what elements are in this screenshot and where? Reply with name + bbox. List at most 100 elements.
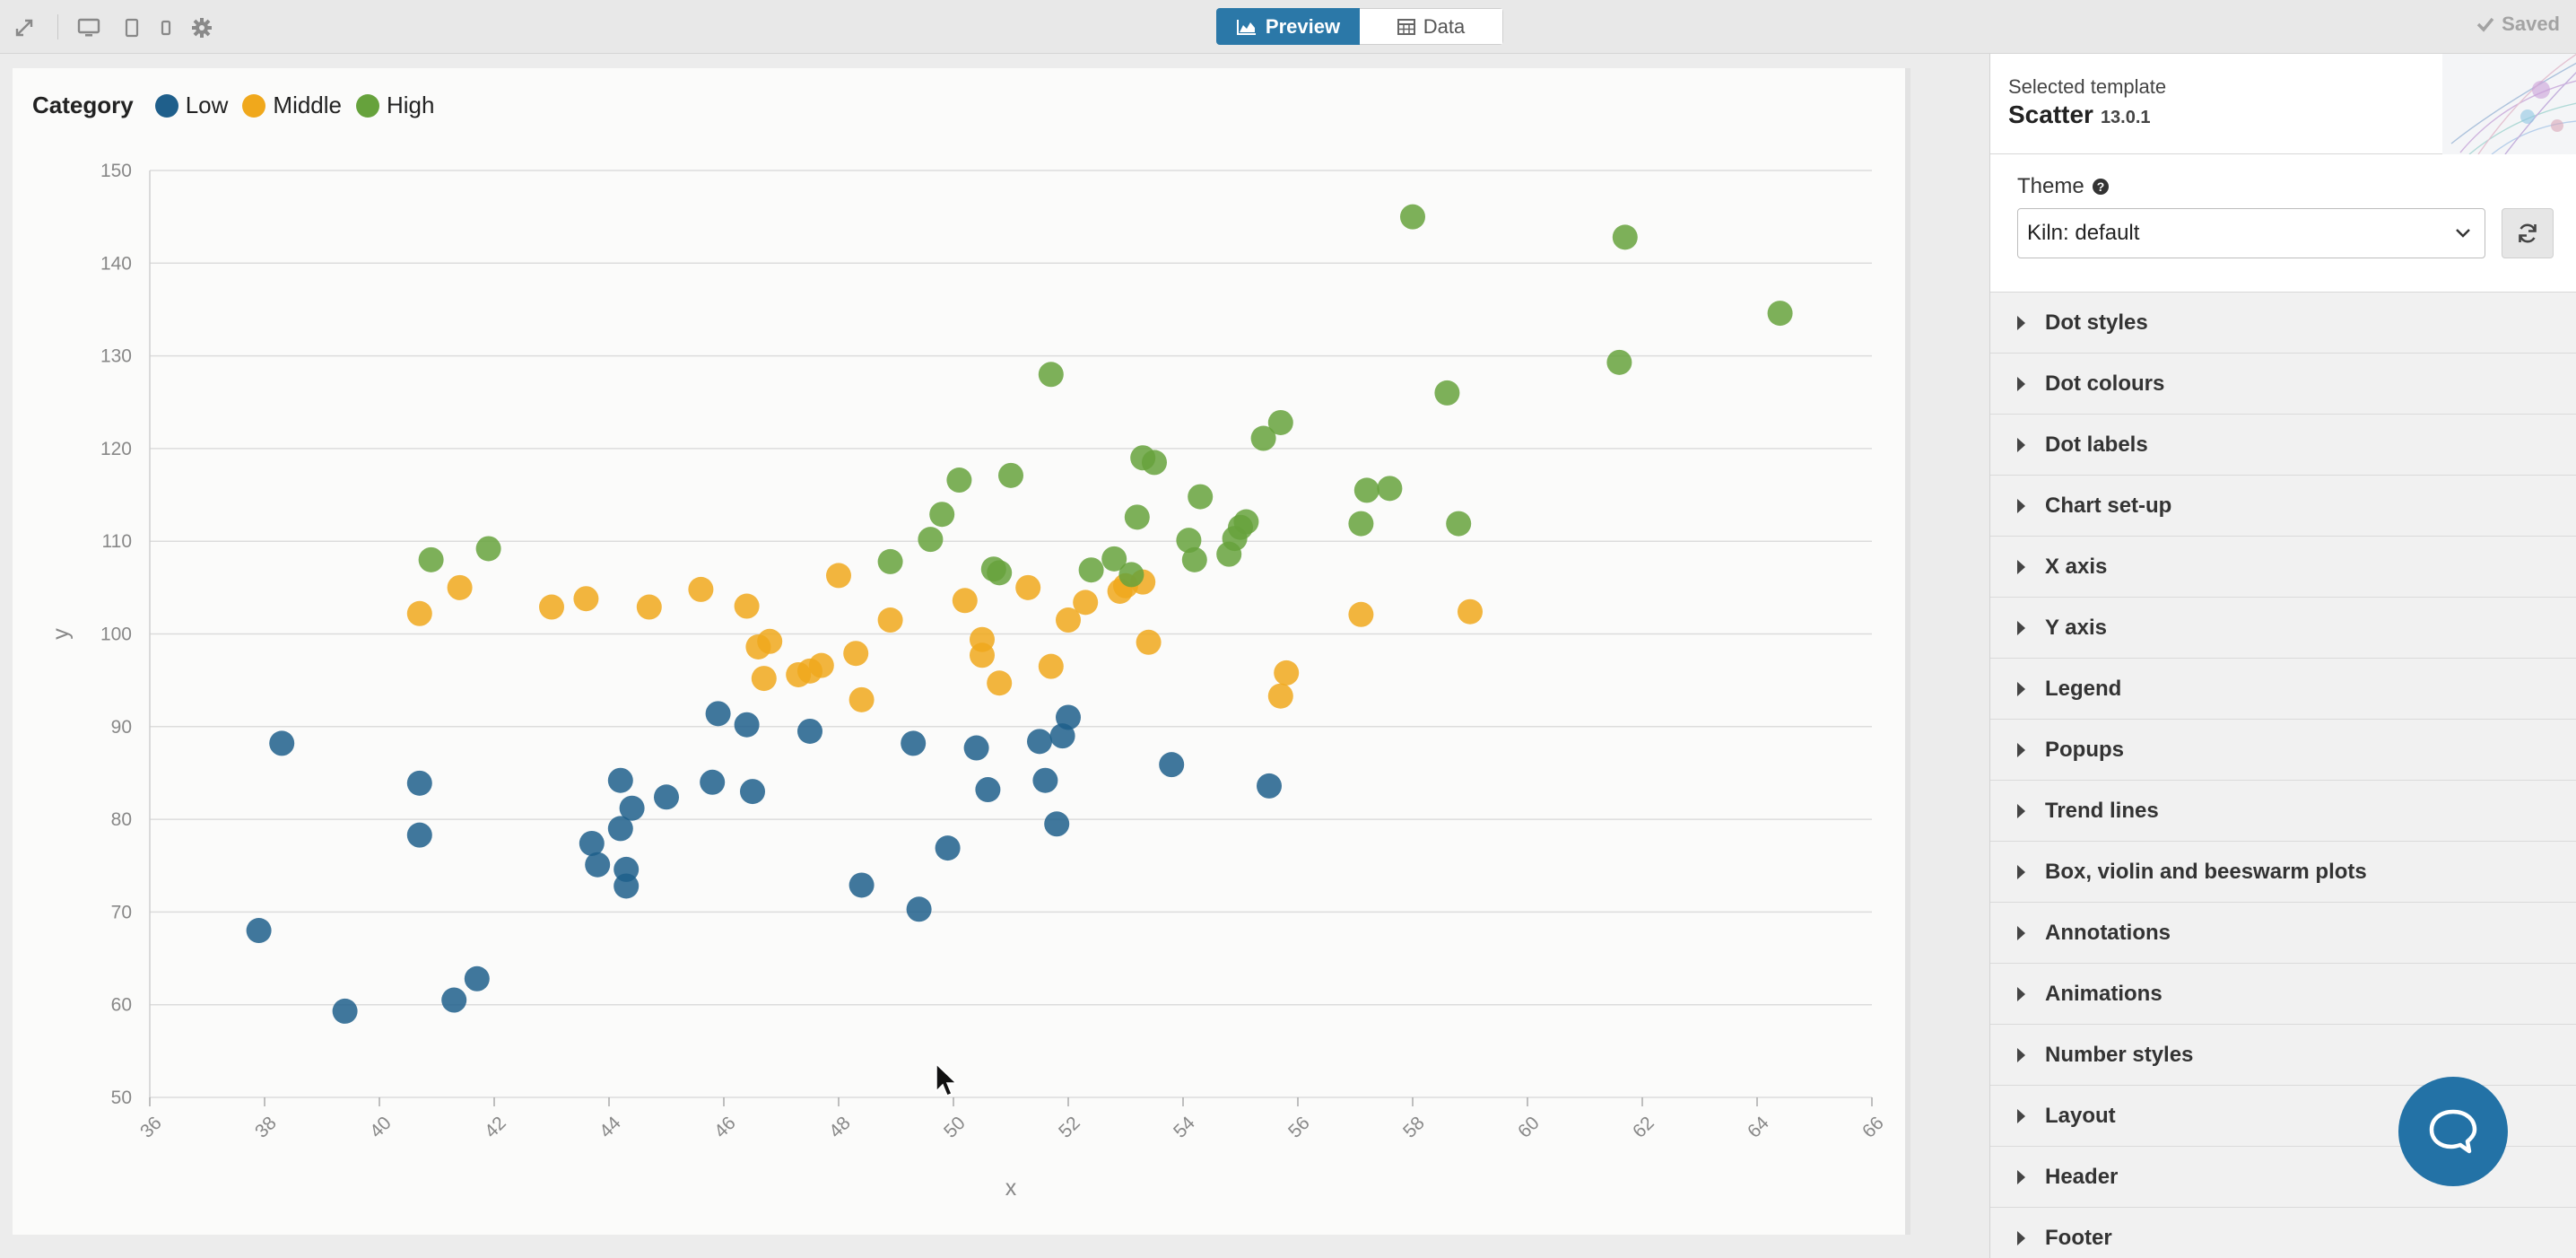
point-middle	[734, 593, 760, 619]
point-low	[849, 872, 875, 898]
legend-item-middle[interactable]: Middle	[242, 92, 342, 119]
point-low	[901, 730, 927, 756]
chart-preview: Category Low Middle High 50 60 70 80 90 100 11…	[13, 68, 1910, 1235]
y-tick-label: 80	[111, 809, 132, 830]
section-popups[interactable]: Popups	[1990, 720, 2576, 781]
section-label: Box, violin and beeswarm plots	[2045, 859, 2367, 884]
x-tick-label: 48	[825, 1113, 855, 1142]
point-middle	[1274, 660, 1300, 686]
mouse-cursor-icon	[936, 1062, 958, 1096]
legend-item-low[interactable]: Low	[154, 92, 228, 119]
gear-icon[interactable]	[190, 16, 213, 39]
point-middle	[1073, 590, 1099, 616]
caret-right-icon	[2017, 681, 2025, 696]
legend: Category Low Middle High	[32, 92, 448, 119]
point-middle	[826, 563, 851, 589]
point-low	[406, 770, 432, 796]
refresh-theme-button[interactable]	[2502, 208, 2554, 258]
point-low	[1044, 811, 1070, 837]
section-label: X axis	[2045, 554, 2108, 579]
point-middle	[987, 670, 1013, 696]
point-high	[1101, 546, 1127, 572]
point-middle	[1267, 683, 1293, 709]
section-header[interactable]: Header	[1990, 1147, 2576, 1208]
point-low	[1257, 773, 1282, 799]
y-tick-label: 140	[100, 253, 132, 274]
section-annotations[interactable]: Annotations	[1990, 903, 2576, 964]
expand-icon[interactable]	[13, 16, 36, 39]
point-high	[998, 462, 1023, 488]
section-dot-colours[interactable]: Dot colours	[1990, 354, 2576, 415]
caret-right-icon	[2017, 864, 2025, 879]
section-layout[interactable]: Layout	[1990, 1086, 2576, 1147]
x-tick-label: 50	[940, 1113, 970, 1142]
x-tick-label: 58	[1399, 1113, 1429, 1142]
section-label: Number styles	[2045, 1042, 2194, 1067]
section-label: Popups	[2045, 737, 2124, 762]
point-low	[705, 701, 731, 727]
point-low	[963, 735, 989, 761]
section-trend-lines[interactable]: Trend lines	[1990, 781, 2576, 842]
point-high	[1142, 450, 1167, 476]
tablet-icon[interactable]	[120, 16, 144, 39]
point-low	[906, 896, 932, 922]
section-box-violin-beeswarm[interactable]: Box, violin and beeswarm plots	[1990, 842, 2576, 903]
point-low	[607, 816, 633, 842]
section-label: Animations	[2045, 981, 2163, 1006]
point-high	[1400, 204, 1425, 230]
section-x-axis[interactable]: X axis	[1990, 537, 2576, 598]
point-middle	[406, 600, 432, 626]
section-label: Dot styles	[2045, 310, 2148, 335]
point-high	[987, 560, 1013, 586]
point-low	[1159, 752, 1185, 778]
point-low	[734, 712, 760, 738]
section-chart-setup[interactable]: Chart set-up	[1990, 476, 2576, 537]
mobile-icon[interactable]	[154, 16, 178, 39]
y-tick-label: 70	[111, 902, 132, 922]
point-low	[464, 965, 490, 992]
point-middle	[1038, 653, 1064, 679]
x-tick-label: 54	[1170, 1113, 1199, 1142]
point-low	[654, 784, 679, 810]
theme-select-value: Kiln: default	[2027, 221, 2140, 245]
theme-label: Theme ?	[2017, 174, 2110, 199]
section-footer[interactable]: Footer	[1990, 1208, 2576, 1258]
theme-panel: Theme ? Kiln: default	[1990, 154, 2576, 293]
preview-button[interactable]: Preview	[1216, 8, 1360, 45]
caret-right-icon	[2017, 498, 2025, 513]
section-dot-styles[interactable]: Dot styles	[1990, 293, 2576, 354]
point-middle	[1458, 598, 1483, 625]
x-tick-label: 40	[366, 1113, 396, 1142]
point-high	[1767, 301, 1793, 327]
view-toggle: Preview Data	[1216, 8, 1503, 45]
y-tick-label: 110	[102, 531, 132, 552]
caret-right-icon	[2017, 620, 2025, 635]
point-low	[607, 767, 633, 793]
point-low	[246, 918, 272, 944]
table-icon	[1397, 18, 1415, 35]
point-middle	[573, 586, 599, 612]
theme-select[interactable]: Kiln: default	[2017, 208, 2485, 258]
point-low	[975, 777, 1001, 803]
legend-item-high[interactable]: High	[356, 92, 434, 119]
help-icon[interactable]: ?	[2092, 178, 2110, 196]
desktop-icon[interactable]	[77, 16, 100, 39]
section-dot-labels[interactable]: Dot labels	[1990, 415, 2576, 476]
chat-button[interactable]	[2398, 1077, 2508, 1186]
data-button[interactable]: Data	[1360, 8, 1503, 45]
point-middle	[808, 652, 834, 678]
section-number-styles[interactable]: Number styles	[1990, 1025, 2576, 1086]
section-legend[interactable]: Legend	[1990, 659, 2576, 720]
section-label: Chart set-up	[2045, 493, 2172, 518]
caret-right-icon	[2017, 1047, 2025, 1062]
check-icon	[2476, 17, 2494, 32]
section-y-axis[interactable]: Y axis	[1990, 598, 2576, 659]
point-low	[585, 852, 611, 878]
template-thumbnail	[2442, 54, 2576, 154]
point-high	[929, 502, 955, 528]
section-animations[interactable]: Animations	[1990, 964, 2576, 1025]
selected-template[interactable]: Selected template Scatter 13.0.1	[1990, 54, 2576, 154]
settings-sidebar: Selected template Scatter 13.0.1 Th	[1989, 54, 2576, 1258]
caret-right-icon	[2017, 559, 2025, 574]
caret-right-icon	[2017, 437, 2025, 452]
